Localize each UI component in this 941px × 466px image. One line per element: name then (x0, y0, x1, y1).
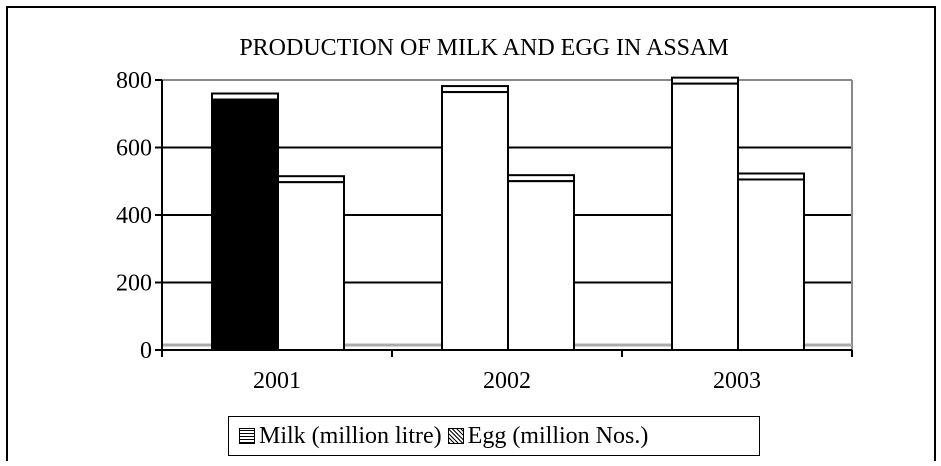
bar-egg-2001 (277, 181, 345, 351)
legend-label-milk: Milk (million litre) (259, 422, 442, 449)
legend-swatch-milk (239, 428, 255, 444)
bar-milk-2001 (211, 98, 279, 351)
legend-swatch-egg (447, 428, 464, 444)
x-tick-labels: 2001 2002 2003 (253, 368, 761, 394)
x-tick-label-2003: 2003 (713, 368, 761, 394)
chart-border (6, 6, 936, 466)
bar-egg-2003 (737, 178, 805, 351)
bar-milk-2003 (671, 82, 739, 351)
y-tick-label-0: 0 (140, 338, 152, 364)
y-tick-label-200: 200 (116, 271, 152, 297)
y-tick-label-400: 400 (116, 203, 152, 229)
x-tick-label-2001: 2001 (253, 368, 301, 394)
axes (155, 79, 853, 357)
y-tick-labels: 0 200 400 600 800 (116, 68, 152, 364)
bar-egg-2002 (507, 180, 575, 351)
y-tick-label-600: 600 (116, 136, 152, 162)
chart-title: PRODUCTION OF MILK AND EGG IN ASSAM (239, 35, 728, 61)
legend: Milk (million litre) Egg (million Nos.) (228, 416, 760, 456)
legend-label-egg: Egg (million Nos.) (467, 422, 649, 449)
y-tick-label-800: 800 (116, 68, 152, 94)
bar-milk-2002 (441, 91, 509, 351)
legend-entry-milk: Milk (million litre) (239, 423, 442, 450)
x-tick-label-2002: 2002 (483, 368, 531, 394)
bars (211, 76, 805, 351)
legend-entry-egg: Egg (million Nos.) (447, 422, 649, 450)
